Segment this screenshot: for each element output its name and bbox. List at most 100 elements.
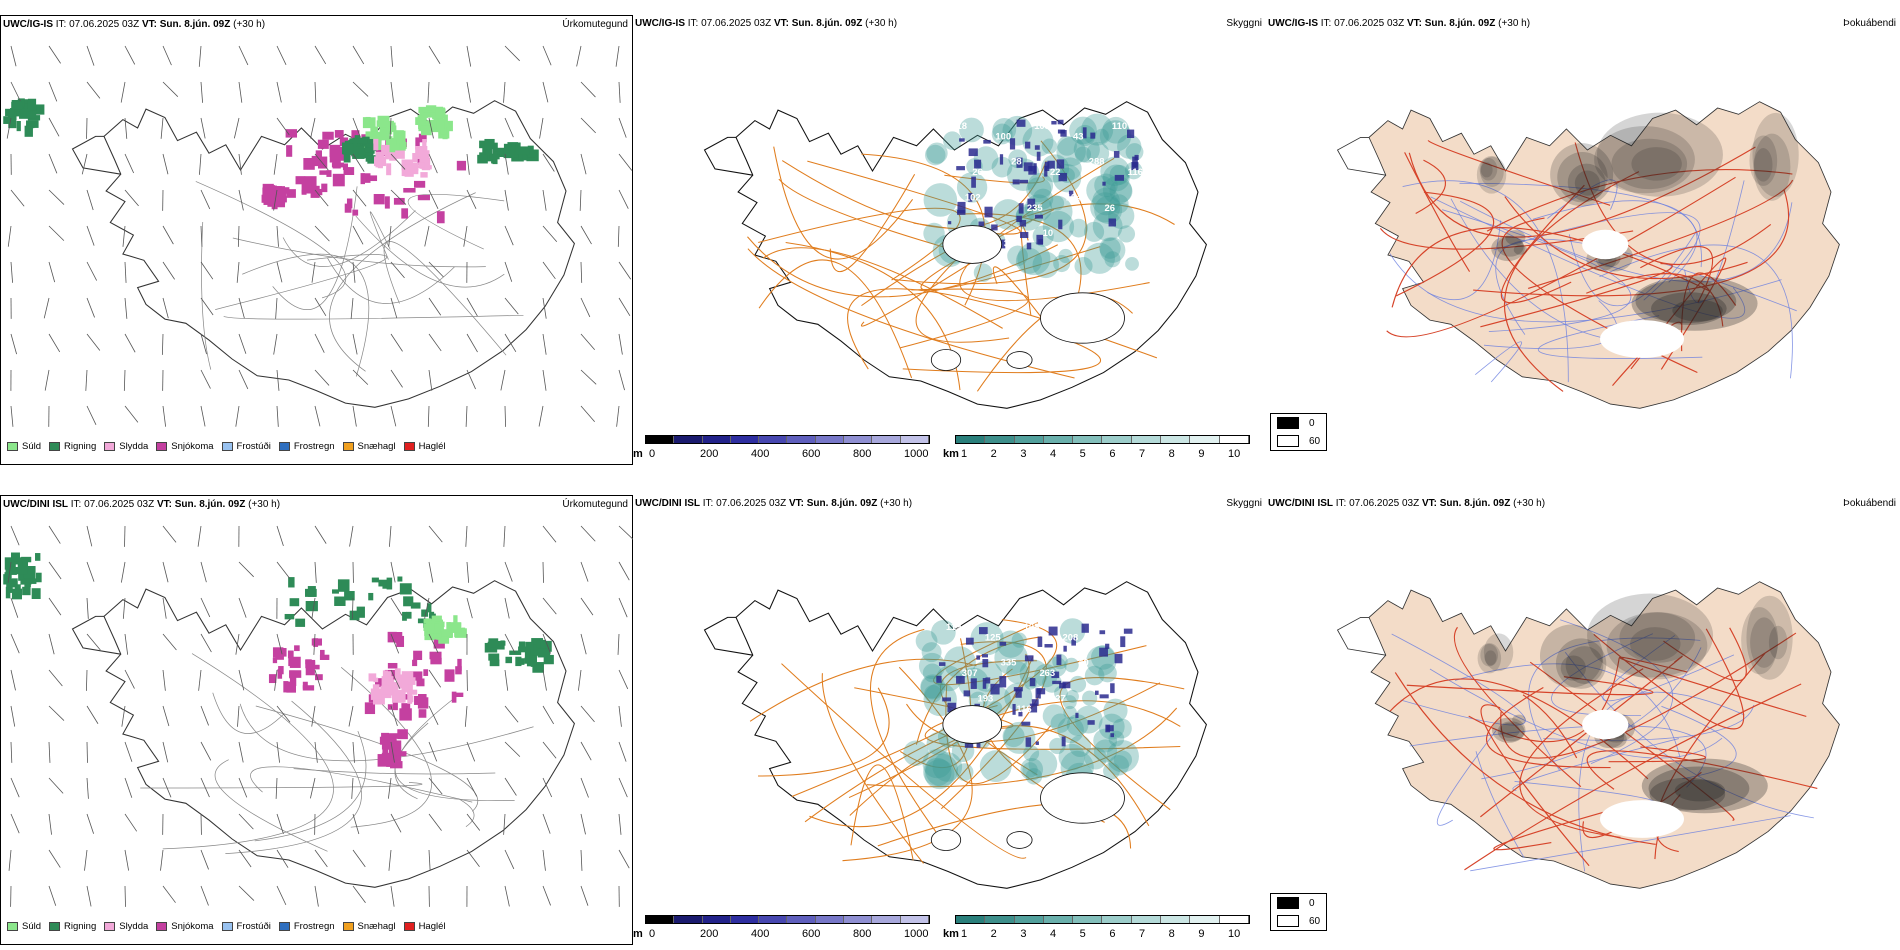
precip-cell xyxy=(436,211,445,224)
panel-header: UWC/IG-IS IT: 07.06.2025 03Z VT: Sun. 8.… xyxy=(1268,18,1531,29)
colorbar-tick: 800 xyxy=(853,928,872,940)
legend-item: Rigning xyxy=(49,921,96,932)
wind-barb xyxy=(200,189,211,210)
wind-barb xyxy=(463,225,468,247)
wind-barb xyxy=(276,741,280,763)
precip-cell xyxy=(364,702,376,715)
wind-barb xyxy=(85,369,88,391)
ceiling-value-label: 110 xyxy=(1112,121,1127,132)
wind-barb xyxy=(311,261,316,283)
precip-cell xyxy=(329,144,341,158)
precip-cell xyxy=(322,131,334,140)
legend-swatch xyxy=(278,922,290,931)
wind-barb xyxy=(390,597,403,616)
precip-cell xyxy=(509,650,522,655)
precip-cell xyxy=(407,677,416,685)
precip-cell xyxy=(402,168,414,176)
ceiling-value-label: 104 xyxy=(1066,192,1082,203)
wind-barb xyxy=(428,117,434,139)
legend-swatch xyxy=(104,922,116,931)
wind-barb xyxy=(200,849,209,870)
wind-barb xyxy=(504,849,515,870)
wind-barb xyxy=(314,369,330,386)
wind-barb xyxy=(10,153,12,175)
wind-barb xyxy=(390,189,407,205)
wind-barb xyxy=(238,669,245,691)
wind-barb xyxy=(390,633,400,654)
wind-barb xyxy=(388,849,392,871)
wind-barb xyxy=(86,741,88,763)
fog-map-bottom xyxy=(1336,581,1840,889)
fog-shade xyxy=(1649,777,1726,811)
fog-shade xyxy=(1480,162,1493,178)
legend-swatch xyxy=(104,442,116,451)
wind-barb xyxy=(616,405,620,427)
wind-barb xyxy=(504,561,513,582)
fog-swatch xyxy=(1277,417,1299,429)
wind-barb xyxy=(465,405,468,427)
glacier-outline xyxy=(942,705,1003,744)
precip-cell xyxy=(4,572,12,579)
precip-cell xyxy=(289,670,302,678)
legend-swatch xyxy=(49,442,61,451)
wind-barb xyxy=(162,561,169,583)
precip-cell xyxy=(313,638,319,647)
wind-barb xyxy=(274,669,278,691)
colorbar-bin xyxy=(730,436,760,443)
wind-barb xyxy=(390,705,398,726)
wind-barb xyxy=(48,81,58,102)
wind-barb xyxy=(238,81,243,103)
wind-barb xyxy=(48,777,64,794)
wind-barb xyxy=(273,189,278,211)
precip-cell xyxy=(358,148,368,155)
precip-cell xyxy=(11,588,23,600)
colorbar-tick: 3 xyxy=(1020,448,1027,460)
precip-cell xyxy=(399,583,412,595)
wind-barb xyxy=(428,777,443,795)
wind-barb xyxy=(580,333,596,351)
wind-barb xyxy=(238,885,255,901)
river-line xyxy=(1436,728,1498,826)
precip-cell xyxy=(278,196,286,205)
wind-barb xyxy=(466,597,473,619)
road-line xyxy=(1391,227,1711,308)
wind-barb xyxy=(542,777,553,798)
wind-barb xyxy=(542,849,546,871)
precip-cell xyxy=(420,172,428,178)
wind-barb xyxy=(86,225,95,246)
wind-barb xyxy=(237,225,240,247)
precip-cell xyxy=(371,577,379,583)
precip-cell xyxy=(443,114,448,128)
wind-barb xyxy=(390,885,395,907)
wind-barb xyxy=(542,297,547,319)
precip-cell xyxy=(277,669,283,679)
legend-swatch xyxy=(403,922,415,931)
colorbar-bin xyxy=(702,436,731,443)
precip-cell xyxy=(418,709,427,718)
road-line xyxy=(1406,676,1654,696)
wind-barb xyxy=(504,741,521,757)
road-line xyxy=(829,173,916,272)
wind-barb xyxy=(580,525,596,542)
wind-barb xyxy=(273,333,278,355)
wind-barb xyxy=(428,885,430,907)
glacier-outline xyxy=(1006,351,1033,369)
fog-shade xyxy=(1631,276,1758,331)
road-line xyxy=(1493,802,1637,851)
wind-barb xyxy=(352,45,365,65)
wind-barb xyxy=(428,813,442,831)
colorbar-bin xyxy=(1161,916,1191,923)
wind-barb xyxy=(48,261,56,283)
precip-cell xyxy=(387,662,398,669)
precip-cell xyxy=(428,623,435,631)
wind-barb xyxy=(48,405,50,427)
legend-item: Slydda xyxy=(104,441,148,452)
fog-shade xyxy=(1619,612,1696,663)
wind-barb xyxy=(428,261,444,278)
precip-cell xyxy=(435,107,446,119)
precip-cell xyxy=(271,191,283,196)
precip-cell xyxy=(428,626,441,634)
precip-cell xyxy=(390,761,403,769)
precip-cell xyxy=(451,627,461,632)
precip-cell xyxy=(364,147,373,153)
